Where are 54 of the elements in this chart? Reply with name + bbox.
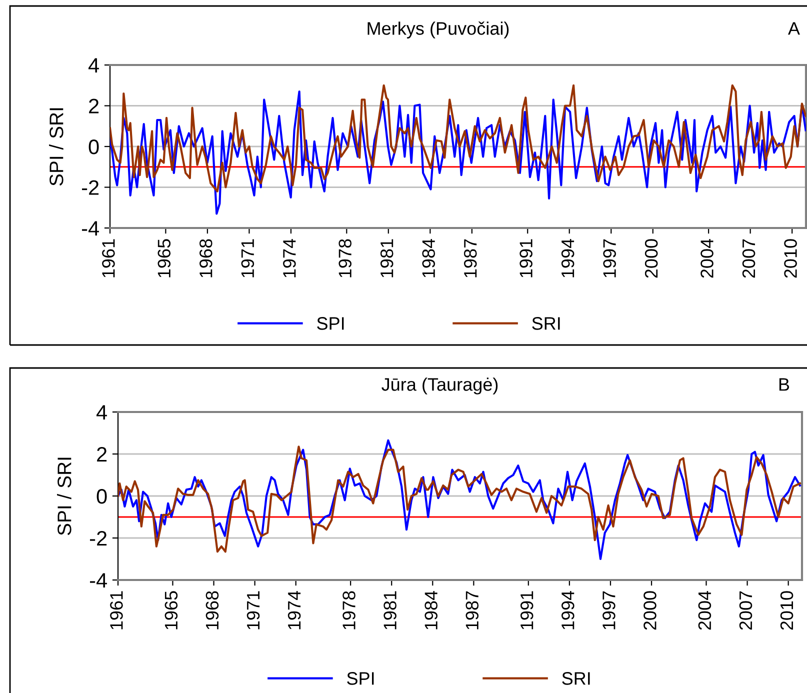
x-tick-label: 2010 — [784, 239, 797, 278]
chart-title: Merkys (Puvočiai) — [368, 22, 509, 38]
x-tick-label: 1997 — [602, 591, 616, 630]
x-tick-label: 1978 — [342, 591, 356, 630]
x-tick-label: 1968 — [206, 591, 219, 630]
line-series — [110, 84, 806, 192]
x-tick-label: 1974 — [283, 238, 296, 278]
x-tick-label: 1981 — [384, 591, 396, 630]
legend-label: SPI — [347, 672, 374, 685]
x-tick-label: 1961 — [110, 591, 123, 630]
y-tick-label: 2 — [97, 447, 107, 462]
x-tick-label: 1987 — [466, 591, 479, 630]
legend-label: SRI — [532, 317, 560, 330]
y-tick-label: -4 — [90, 573, 107, 588]
x-tick-label: 1978 — [338, 239, 352, 278]
y-tick-label: 0 — [88, 140, 99, 154]
x-tick-label: 2007 — [742, 239, 756, 278]
x-tick-label: 2000 — [644, 591, 656, 630]
x-tick-label: 2007 — [739, 591, 752, 630]
x-tick-label: 1971 — [241, 239, 254, 278]
y-tick-label: 4 — [96, 405, 107, 420]
y-tick-label: -2 — [90, 531, 107, 546]
y-tick-label: 2 — [89, 98, 99, 114]
x-tick-label: 1974 — [288, 590, 301, 630]
x-tick-label: 1987 — [464, 239, 477, 278]
y-tick-label: 4 — [88, 58, 99, 73]
x-tick-label: 2004 — [700, 238, 714, 278]
x-tick-label: 1994 — [561, 238, 574, 278]
y-axis-title: SPI / SRI — [49, 108, 64, 186]
x-tick-label: 1965 — [164, 591, 178, 630]
text: A — [788, 22, 800, 35]
y-tick-label: 0 — [96, 489, 107, 504]
legend-label: SPI — [317, 317, 344, 330]
line-series — [110, 90, 806, 215]
text: B — [779, 378, 790, 391]
y-tick-label: -2 — [82, 180, 99, 195]
x-tick-label: 1994 — [562, 590, 574, 630]
x-tick-label: 2010 — [780, 591, 794, 630]
x-tick-label: 1961 — [102, 239, 115, 278]
y-axis-title: SPI / SRI — [57, 458, 72, 536]
chart-title: Jūra (Tauragė) — [382, 378, 498, 394]
x-tick-label: 2004 — [698, 590, 712, 630]
x-tick-label: 1984 — [424, 590, 438, 630]
x-tick-label: 1984 — [422, 238, 436, 278]
y-tick-label: -4 — [82, 221, 99, 236]
x-tick-label: 1991 — [520, 239, 532, 278]
legend-label: SRI — [562, 672, 590, 685]
x-tick-label: 1968 — [200, 239, 212, 278]
x-tick-label: 1971 — [246, 591, 260, 630]
x-tick-label: 2000 — [644, 239, 658, 278]
x-tick-label: 1991 — [520, 591, 534, 630]
x-tick-label: 1997 — [603, 239, 616, 278]
x-tick-label: 1981 — [380, 239, 394, 278]
x-tick-label: 1965 — [158, 239, 171, 278]
